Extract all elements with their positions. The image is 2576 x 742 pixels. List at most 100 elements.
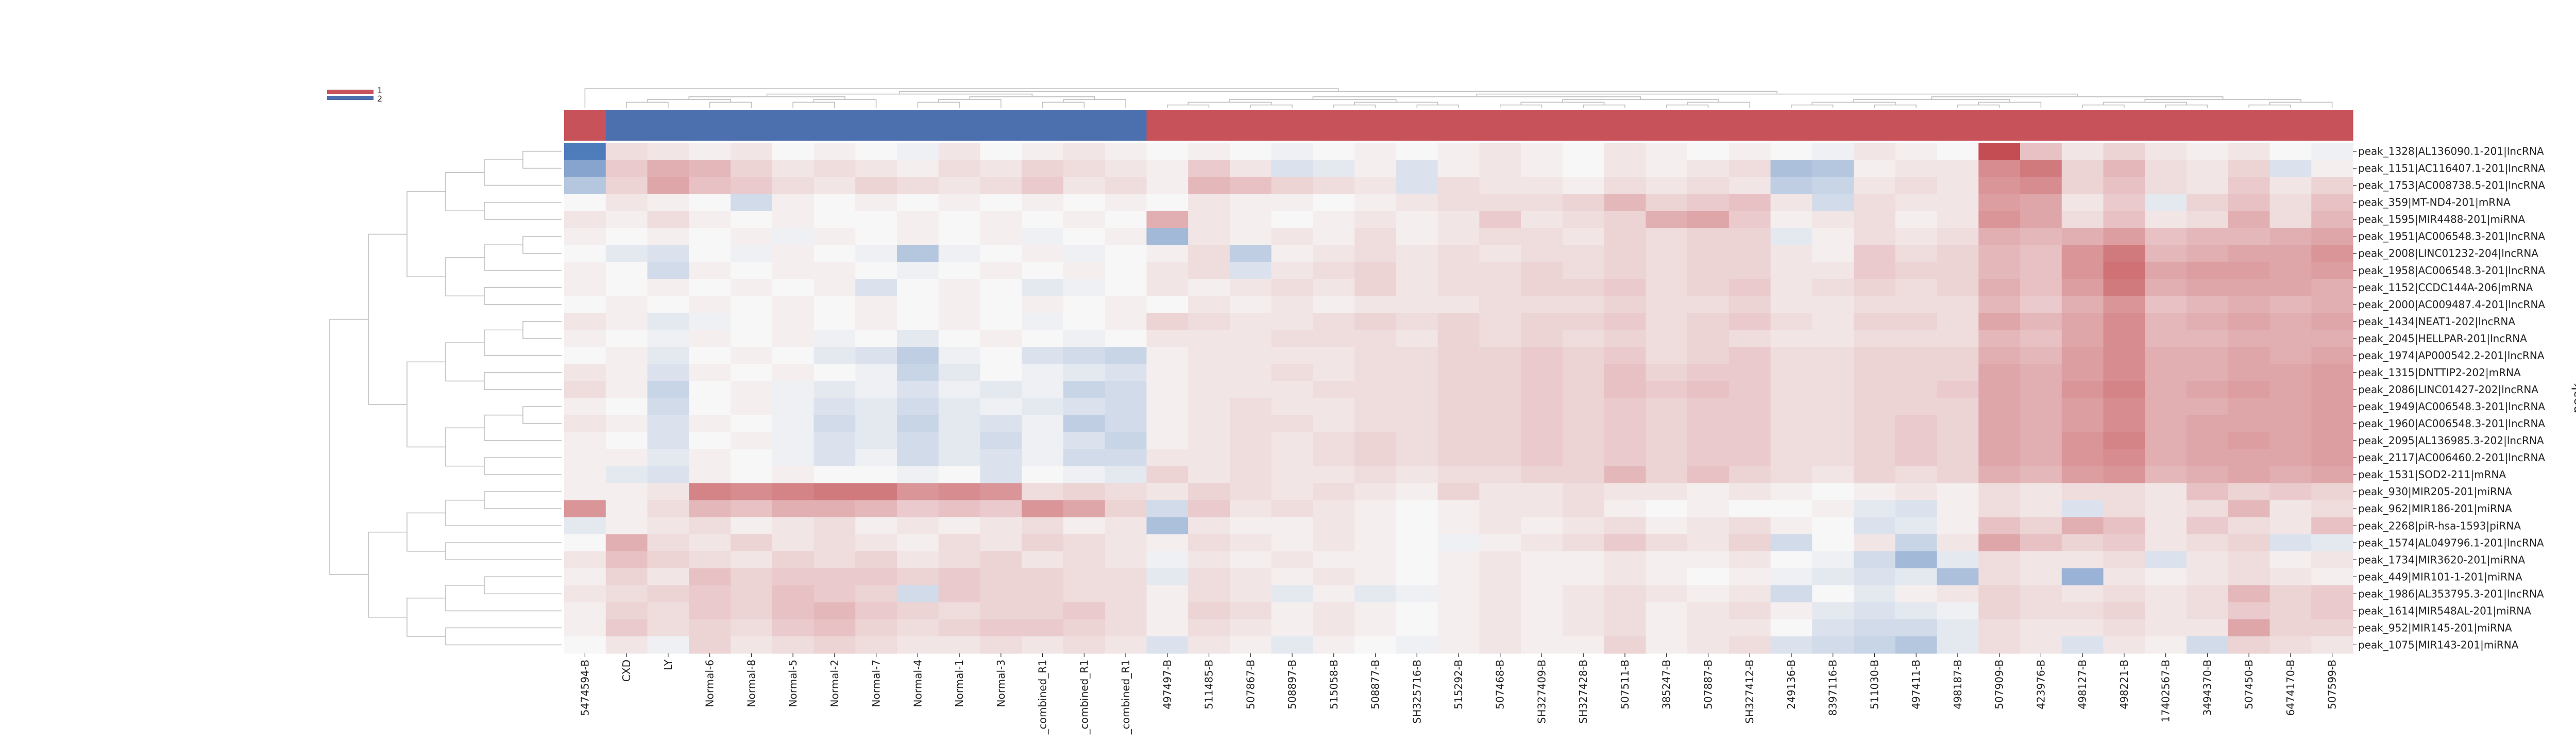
heatmap-cell-r24-c26 <box>1646 551 1688 569</box>
heatmap-cell-r6-c3 <box>689 245 731 262</box>
heatmap-cell-r7-c41 <box>2269 262 2312 279</box>
heatmap-cell-r5-c42 <box>2311 228 2353 245</box>
heatmap-cell-r25-c19 <box>1354 568 1397 586</box>
heatmap-cell-r22-c40 <box>2228 517 2270 535</box>
heatmap-cell-r27-c32 <box>1895 602 1938 620</box>
heatmap-cell-r20-c12 <box>1063 483 1106 501</box>
heatmap-cell-r15-c24 <box>1562 398 1605 416</box>
heatmap-cell-r7-c2 <box>647 262 689 279</box>
heatmap-cell-r12-c24 <box>1562 347 1605 365</box>
heatmap-cell-r1-c17 <box>1271 160 1313 177</box>
heatmap-cell-r17-c20 <box>1396 432 1438 450</box>
heatmap-cell-r6-c10 <box>980 245 1022 262</box>
heatmap-cell-r29-c28 <box>1728 636 1771 654</box>
heatmap-cell-r5-c4 <box>730 228 773 245</box>
group-color-cell-15 <box>1188 110 1230 141</box>
heatmap-cell-r25-c23 <box>1521 568 1563 586</box>
heatmap-cell-r20-c16 <box>1229 483 1272 501</box>
heatmap-cell-r23-c2 <box>647 534 689 552</box>
column-label-38: 17402567-B <box>2160 660 2172 722</box>
column-label-21: 515292-B <box>1452 660 1465 710</box>
heatmap-cell-r13-c39 <box>2187 364 2229 382</box>
heatmap-cell-r14-c39 <box>2187 381 2229 399</box>
heatmap-cell-r2-c10 <box>980 177 1022 194</box>
heatmap-cell-r0-c16 <box>1229 143 1272 160</box>
heatmap-cell-r15-c22 <box>1479 398 1521 416</box>
heatmap-cell-r12-c28 <box>1728 347 1771 365</box>
heatmap-cell-r13-c4 <box>730 364 773 382</box>
heatmap-cell-r21-c30 <box>1812 500 1854 518</box>
heatmap-cell-r26-c6 <box>814 585 856 603</box>
column-dendrogram-branch-68 <box>1957 104 1979 108</box>
heatmap-cell-r2-c6 <box>814 177 856 194</box>
heatmap-cell-r25-c26 <box>1646 568 1688 586</box>
heatmap-cell-r21-c12 <box>1063 500 1106 518</box>
heatmap-cell-r9-c15 <box>1188 296 1230 313</box>
heatmap-cell-r18-c13 <box>1105 449 1147 467</box>
heatmap-cell-r5-c26 <box>1646 228 1688 245</box>
heatmap-cell-r15-c9 <box>938 398 981 416</box>
heatmap-cell-r8-c15 <box>1188 279 1230 296</box>
heatmap-cell-r20-c36 <box>2061 483 2104 501</box>
heatmap-cell-r7-c24 <box>1562 262 1605 279</box>
heatmap-cell-r25-c41 <box>2269 568 2312 586</box>
heatmap-cell-r24-c1 <box>605 551 648 569</box>
heatmap-cell-r22-c19 <box>1354 517 1397 535</box>
heatmap-cell-r13-c34 <box>1978 364 2021 382</box>
heatmap-cell-r18-c33 <box>1937 449 1979 467</box>
heatmap-cell-r2-c16 <box>1229 177 1272 194</box>
heatmap-cell-r1-c36 <box>2061 160 2104 177</box>
column-dendrogram-branch-3 <box>766 93 900 97</box>
heatmap-cells <box>564 143 2353 654</box>
heatmap-cell-r26-c7 <box>855 585 897 603</box>
group-color-cell-25 <box>1604 110 1646 141</box>
heatmap-cell-r21-c0 <box>564 500 606 518</box>
heatmap-cell-r19-c16 <box>1229 466 1272 484</box>
heatmap-cell-r19-c17 <box>1271 466 1313 484</box>
heatmap-cell-r1-c8 <box>896 160 939 177</box>
heatmap-cell-r6-c31 <box>1854 245 1896 262</box>
heatmap-cell-r24-c18 <box>1313 551 1355 569</box>
heatmap-cell-r27-c40 <box>2228 602 2270 620</box>
heatmap-cell-r7-c35 <box>2020 262 2062 279</box>
heatmap-cell-r3-c40 <box>2228 194 2270 211</box>
heatmap-cell-r27-c24 <box>1562 602 1605 620</box>
heatmap-cell-r4-c11 <box>1022 211 1064 228</box>
heatmap-cell-r11-c16 <box>1229 330 1272 347</box>
heatmap-cell-r27-c34 <box>1978 602 2021 620</box>
heatmap-cell-r9-c23 <box>1521 296 1563 313</box>
heatmap-cell-r25-c35 <box>2020 568 2062 586</box>
heatmap-cell-r11-c27 <box>1687 330 1730 347</box>
heatmap-cell-r5-c31 <box>1854 228 1896 245</box>
heatmap-cell-r28-c37 <box>2103 619 2145 637</box>
heatmap-cell-r8-c16 <box>1229 279 1272 296</box>
heatmap-cell-r23-c4 <box>730 534 773 552</box>
heatmap-cell-r10-c24 <box>1562 313 1605 330</box>
heatmap-cell-r15-c10 <box>980 398 1022 416</box>
heatmap-cell-r2-c12 <box>1063 177 1106 194</box>
column-dendrogram-branch-72 <box>2144 99 2223 103</box>
row-dendrogram-branch-22 <box>445 342 484 362</box>
heatmap-cell-r4-c27 <box>1687 211 1730 228</box>
heatmap-cell-r24-c12 <box>1063 551 1106 569</box>
heatmap-cell-r6-c15 <box>1188 245 1230 262</box>
heatmap-cell-r16-c10 <box>980 415 1022 433</box>
heatmap-cell-r12-c40 <box>2228 347 2270 365</box>
heatmap-cell-r1-c4 <box>730 160 773 177</box>
heatmap-cell-r0-c37 <box>2103 143 2145 160</box>
heatmap-cell-r11-c41 <box>2269 330 2312 347</box>
column-label-39: 3494370-B <box>2201 660 2213 716</box>
heatmap-cell-r29-c0 <box>564 636 606 654</box>
heatmap-cell-r19-c28 <box>1728 466 1771 484</box>
heatmap-cell-r28-c15 <box>1188 619 1230 637</box>
heatmap-cell-r18-c32 <box>1895 449 1938 467</box>
heatmap-cell-r0-c22 <box>1479 143 1521 160</box>
row-dendrogram-branch-39 <box>329 447 368 576</box>
heatmap-cell-r5-c41 <box>2269 228 2312 245</box>
heatmap-cell-r23-c27 <box>1687 534 1730 552</box>
heatmap-cell-r16-c13 <box>1105 415 1147 433</box>
heatmap-cell-r28-c5 <box>772 619 815 637</box>
heatmap-cell-r18-c14 <box>1146 449 1189 467</box>
heatmap-cell-r3-c16 <box>1229 194 1272 211</box>
heatmap-cell-r29-c24 <box>1562 636 1605 654</box>
